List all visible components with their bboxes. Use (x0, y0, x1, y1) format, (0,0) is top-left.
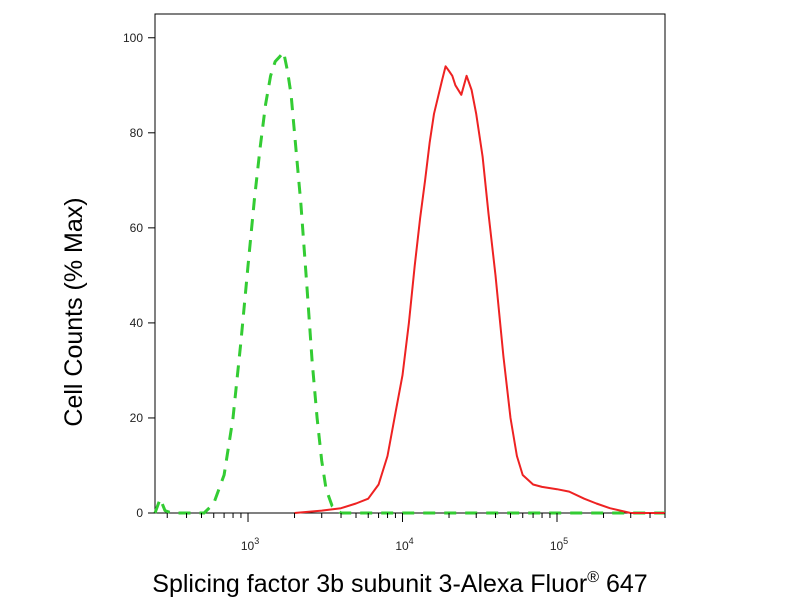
y-tick-label-20: 20 (130, 411, 144, 425)
y-tick-label-100: 100 (123, 31, 143, 45)
y-tick-label-40: 40 (130, 316, 144, 330)
x-tick-label-1000: 103 (241, 536, 259, 553)
series-line-2 (294, 65, 665, 514)
y-tick-label-60: 60 (130, 221, 144, 235)
x-tick-label-10000: 104 (395, 536, 413, 553)
x-axis-title-superscript: ® (587, 569, 599, 586)
plot-frame (154, 13, 666, 514)
x-axis-title-suffix: 647 (599, 570, 648, 598)
x-axis-title: Splicing factor 3b subunit 3-Alexa Fluor… (152, 569, 647, 598)
y-tick-label-80: 80 (130, 126, 144, 140)
series-line-1 (153, 50, 665, 515)
x-axis-title-main: Splicing factor 3b subunit 3-Alexa Fluor (152, 570, 587, 598)
x-tick-label-100000: 105 (550, 536, 568, 553)
y-axis-title: Cell Counts (% Max) (60, 197, 88, 426)
y-tick-label-0: 0 (136, 506, 143, 520)
